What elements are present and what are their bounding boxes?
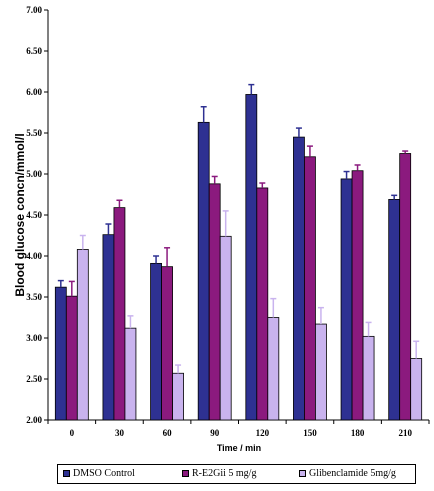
y-tick-label: 6.50 [26, 46, 42, 56]
legend-label-glibenclamide: Glibenclamide 5mg/g [309, 468, 396, 479]
legend-item-glibenclamide: Glibenclamide 5mg/g [299, 468, 396, 479]
legend-item-dmso: DMSO Control [63, 468, 135, 479]
bar [351, 170, 364, 421]
bar [219, 235, 232, 421]
y-axis-title: Blood glucose concn/mmol/l [13, 133, 27, 296]
bar [102, 234, 115, 421]
bar [54, 286, 67, 421]
bar [410, 358, 423, 421]
y-tick-label: 6.00 [26, 87, 42, 97]
legend-swatch-re2gii [182, 470, 189, 477]
bar [197, 121, 210, 421]
bar [113, 207, 126, 421]
bar [256, 187, 269, 421]
bar [208, 183, 221, 421]
x-tick-label: 150 [303, 428, 317, 438]
chart-marks [54, 83, 423, 421]
y-tick-label: 3.50 [26, 292, 42, 302]
bar [293, 136, 305, 421]
bar [388, 199, 401, 421]
bar [76, 249, 89, 421]
x-tick-label: 90 [210, 428, 220, 438]
bar [267, 317, 280, 421]
y-tick-label: 5.50 [26, 128, 42, 138]
legend-label-re2gii: R-E2Gii 5 mg/g [192, 468, 257, 479]
y-tick-label: 5.00 [26, 169, 42, 179]
bar [340, 178, 353, 421]
x-tick-label: 60 [163, 428, 173, 438]
x-tick-label: 120 [256, 428, 270, 438]
bar [304, 156, 316, 421]
bar [124, 327, 137, 421]
legend-item-re2gii: R-E2Gii 5 mg/g [182, 468, 256, 479]
legend-label-dmso: DMSO Control [73, 468, 135, 479]
y-tick-label: 3.00 [26, 333, 42, 343]
x-tick-label: 210 [398, 428, 412, 438]
bar [245, 94, 258, 421]
chart-axes: 2.00 2.50 3.00 3.50 4.00 4.50 5.00 5.50 6.00 6.50… [26, 5, 430, 438]
y-tick-label: 4.00 [26, 251, 42, 261]
y-tick-label: 2.50 [26, 374, 42, 384]
bar [150, 262, 162, 421]
x-tick-label: 180 [351, 428, 365, 438]
chart-legend: DMSO Control R-E2Gii 5 mg/g Glibenclamid… [57, 464, 416, 484]
bar [172, 372, 184, 421]
y-tick-label: 2.00 [26, 415, 42, 425]
bar [362, 335, 375, 421]
bar [399, 153, 412, 421]
bar-chart: 2.00 2.50 3.00 3.50 4.00 4.50 5.00 5.50 6.00 6.50… [13, 5, 430, 453]
bar [315, 323, 327, 421]
bar [65, 295, 78, 421]
x-axis-title: Time / min [217, 443, 261, 453]
legend-swatch-glibenclamide [299, 470, 306, 477]
legend-swatch-dmso [63, 470, 70, 477]
y-tick-label: 4.50 [26, 210, 42, 220]
y-tick-label: 7.00 [26, 5, 42, 15]
x-tick-label: 30 [115, 428, 125, 438]
x-tick-label: 0 [70, 428, 75, 438]
bar [161, 266, 173, 421]
